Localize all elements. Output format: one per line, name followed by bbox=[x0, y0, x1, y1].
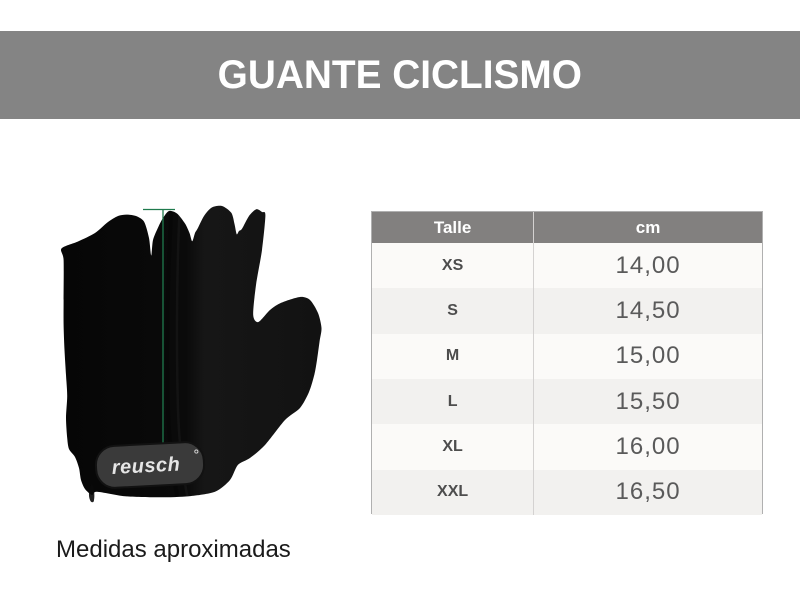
svg-text:reusch: reusch bbox=[111, 453, 181, 479]
